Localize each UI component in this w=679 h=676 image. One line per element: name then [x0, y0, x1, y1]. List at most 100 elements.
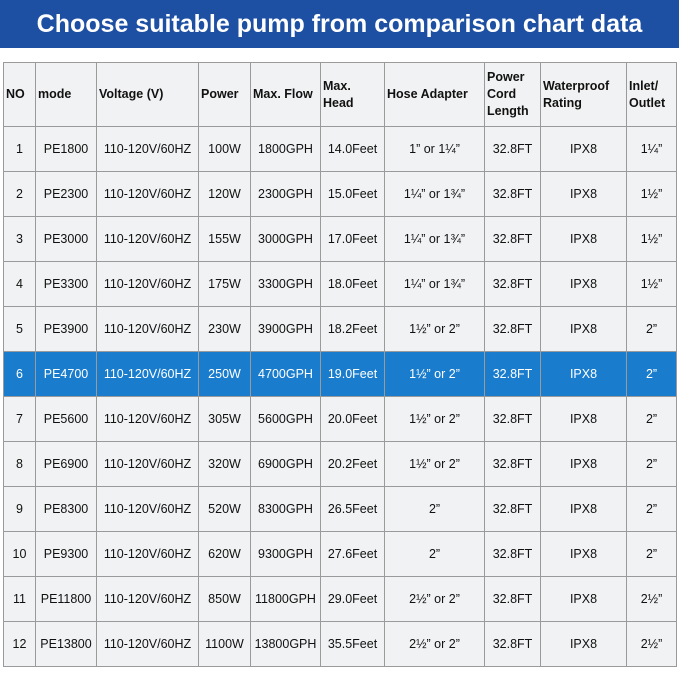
table-cell: 2”	[384, 486, 485, 532]
table-cell: 3300GPH	[250, 261, 321, 307]
table-cell: IPX8	[540, 216, 627, 262]
table-cell: 110-120V/60HZ	[96, 486, 199, 532]
title-banner: Choose suitable pump from comparison cha…	[0, 0, 679, 48]
table-cell: 230W	[198, 306, 251, 352]
table-cell: 100W	[198, 126, 251, 172]
column-header: Max. Head	[320, 62, 385, 127]
table-cell: PE4700	[35, 351, 97, 397]
table-cell: 32.8FT	[484, 441, 541, 487]
table-cell: 1¼” or 1¾”	[384, 261, 485, 307]
table-row: 11 PE11800 110-120V/60HZ 850W 11800GPH 29.0Fe…	[3, 576, 677, 622]
table-cell: 110-120V/60HZ	[96, 351, 199, 397]
table-cell: 32.8FT	[484, 486, 541, 532]
table-cell: 250W	[198, 351, 251, 397]
table-cell: 32.8FT	[484, 261, 541, 307]
table-cell: 32.8FT	[484, 171, 541, 217]
table-cell: IPX8	[540, 261, 627, 307]
table-cell: 11800GPH	[250, 576, 321, 622]
table-cell: 2300GPH	[250, 171, 321, 217]
table-cell: 1¼” or 1¾”	[384, 171, 485, 217]
table-cell: 1½” or 2”	[384, 396, 485, 442]
table-cell: 11	[3, 576, 36, 622]
table-cell: 2”	[626, 351, 677, 397]
table-cell: PE8300	[35, 486, 97, 532]
table-cell: 1½”	[626, 216, 677, 262]
table-cell: 32.8FT	[484, 216, 541, 262]
table-cell: 2½”	[626, 576, 677, 622]
table-cell: 1	[3, 126, 36, 172]
table-cell: IPX8	[540, 126, 627, 172]
table-cell: 4700GPH	[250, 351, 321, 397]
table-cell: PE6900	[35, 441, 97, 487]
table-cell: IPX8	[540, 306, 627, 352]
table-cell: 5	[3, 306, 36, 352]
table-cell: 5600GPH	[250, 396, 321, 442]
table-cell: 32.8FT	[484, 531, 541, 577]
table-cell: 20.0Feet	[320, 396, 385, 442]
table-cell: 32.8FT	[484, 351, 541, 397]
table-cell: PE5600	[35, 396, 97, 442]
table-cell: 12	[3, 621, 36, 667]
table-cell: 320W	[198, 441, 251, 487]
table-cell: 110-120V/60HZ	[96, 306, 199, 352]
table-cell: 18.0Feet	[320, 261, 385, 307]
table-cell: 13800GPH	[250, 621, 321, 667]
table-cell: 110-120V/60HZ	[96, 126, 199, 172]
table-cell: 120W	[198, 171, 251, 217]
column-header: Hose Adapter	[384, 62, 485, 127]
table-cell: 27.6Feet	[320, 531, 385, 577]
table-cell: 1½” or 2”	[384, 351, 485, 397]
column-header: Power	[198, 62, 251, 127]
table-cell: 9	[3, 486, 36, 532]
table-cell: 3900GPH	[250, 306, 321, 352]
table-cell: 4	[3, 261, 36, 307]
table-cell: 520W	[198, 486, 251, 532]
table-cell: IPX8	[540, 531, 627, 577]
column-header: Max. Flow	[250, 62, 321, 127]
table-cell: 1” or 1¼”	[384, 126, 485, 172]
column-header: Waterproof Rating	[540, 62, 627, 127]
table-cell: 3	[3, 216, 36, 262]
table-cell: 1½”	[626, 171, 677, 217]
table-cell: PE9300	[35, 531, 97, 577]
table-cell: 620W	[198, 531, 251, 577]
table-cell: IPX8	[540, 441, 627, 487]
table-row: 10 PE9300 110-120V/60HZ 620W 9300GPH 27.6Feet…	[3, 531, 677, 577]
table-cell: 2”	[384, 531, 485, 577]
table-cell: 2½” or 2”	[384, 621, 485, 667]
table-cell: 1½”	[626, 261, 677, 307]
table-row: 3 PE3000 110-120V/60HZ 155W 3000GPH 17.0Feet 1…	[3, 216, 677, 262]
table-cell: 110-120V/60HZ	[96, 621, 199, 667]
column-header: Power Cord Length	[484, 62, 541, 127]
table-cell: 8300GPH	[250, 486, 321, 532]
table-cell: IPX8	[540, 171, 627, 217]
table-cell: 1¼” or 1¾”	[384, 216, 485, 262]
table-cell: 19.0Feet	[320, 351, 385, 397]
table-cell: 2	[3, 171, 36, 217]
column-header: Voltage (V)	[96, 62, 199, 127]
table-cell: PE1800	[35, 126, 97, 172]
table-cell: 110-120V/60HZ	[96, 171, 199, 217]
table-cell: 10	[3, 531, 36, 577]
table-cell: 2½”	[626, 621, 677, 667]
comparison-table: NO mode Voltage (V) Power Max. Flow Max. Head…	[3, 62, 677, 667]
table-cell: 3000GPH	[250, 216, 321, 262]
table-cell: 26.5Feet	[320, 486, 385, 532]
table-cell: 110-120V/60HZ	[96, 531, 199, 577]
table-cell: 1½” or 2”	[384, 441, 485, 487]
table-cell: 17.0Feet	[320, 216, 385, 262]
table-row: 4 PE3300 110-120V/60HZ 175W 3300GPH 18.0Feet 1…	[3, 261, 677, 307]
table-cell: 7	[3, 396, 36, 442]
table-cell: 32.8FT	[484, 306, 541, 352]
table-row: 1 PE1800 110-120V/60HZ 100W 1800GPH 14.0Feet 1…	[3, 126, 677, 172]
table-cell: 1¼”	[626, 126, 677, 172]
column-header: NO	[3, 62, 36, 127]
table-cell: PE11800	[35, 576, 97, 622]
header-row: NO mode Voltage (V) Power Max. Flow Max. Head…	[3, 62, 677, 127]
table-cell: 2”	[626, 531, 677, 577]
table-cell: 32.8FT	[484, 396, 541, 442]
table-cell: 35.5Feet	[320, 621, 385, 667]
table-cell: 1½” or 2”	[384, 306, 485, 352]
table-cell: 14.0Feet	[320, 126, 385, 172]
table-row: 12 PE13800 110-120V/60HZ 1100W 13800GPH 35.5F…	[3, 621, 677, 667]
